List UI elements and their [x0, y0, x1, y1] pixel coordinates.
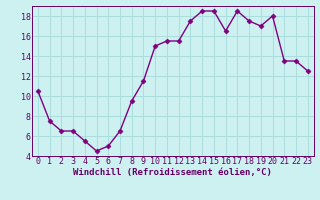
X-axis label: Windchill (Refroidissement éolien,°C): Windchill (Refroidissement éolien,°C) — [73, 168, 272, 177]
